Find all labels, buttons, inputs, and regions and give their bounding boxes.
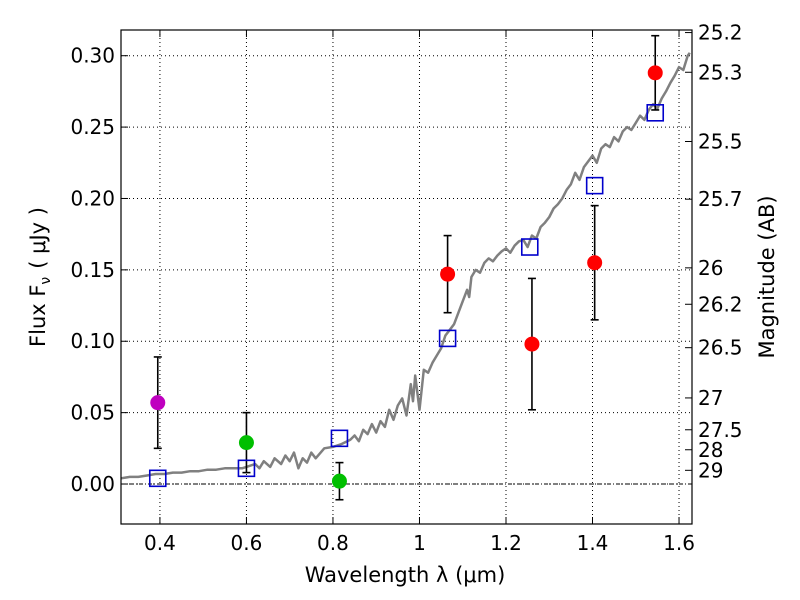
magnitude-tick-label: 27	[698, 386, 723, 410]
observed-point	[440, 266, 456, 282]
x-tick-label: 0.6	[231, 531, 263, 555]
y-axis-label-unit: ( μJy )	[26, 207, 50, 269]
x-tick-label: 1	[413, 531, 426, 555]
x-tick-label: 1.6	[663, 531, 695, 555]
magnitude-tick-label: 29	[698, 458, 723, 482]
y-axis-label-subscript: ν	[38, 277, 54, 285]
observed-photometry	[150, 65, 663, 489]
y-tick-label: 0.00	[70, 472, 115, 496]
y-axis-label: Flux Fν ( μJy )	[26, 207, 54, 347]
model-square	[646, 104, 665, 122]
magnitude-tick-label: 27.5	[698, 418, 743, 442]
observed-point	[647, 65, 663, 81]
model-photometry	[148, 104, 665, 488]
y-tick-label: 0.05	[70, 401, 115, 425]
magnitude-tick-label: 26.2	[698, 292, 743, 316]
x-tick-labels: 0.4 0.6 0.8 1 1.2 1.4 1.6	[144, 531, 695, 555]
x-tick-label: 1.4	[577, 531, 609, 555]
x-tick-label: 0.4	[144, 531, 176, 555]
y-tick-label: 0.25	[70, 115, 115, 139]
error-bars	[153, 34, 660, 501]
magnitude-tick-label: 25.3	[698, 60, 743, 84]
magnitude-tick-label: 25.5	[698, 130, 743, 154]
magnitude-tick-label: 28	[698, 438, 723, 462]
grid	[121, 30, 692, 524]
axis-ticks	[121, 30, 692, 524]
observed-point	[150, 395, 166, 411]
x-tick-label: 0.8	[317, 531, 349, 555]
magnitude-tick-label: 25.7	[698, 187, 743, 211]
template-spectrum-line	[120, 52, 691, 480]
x-tick-label: 1.2	[490, 531, 522, 555]
model-square	[520, 238, 539, 256]
template-spectrum	[120, 52, 691, 480]
y-tick-label: 0.20	[70, 186, 115, 210]
model-square	[330, 429, 349, 448]
model-square	[585, 176, 604, 195]
y-tick-labels: 0.00 0.05 0.10 0.15 0.20 0.25 0.30	[70, 44, 115, 496]
y-tick-label: 0.10	[70, 329, 115, 353]
y-tick-label: 0.30	[70, 44, 115, 68]
magnitude-tick-label: 25.2	[698, 21, 743, 45]
observed-point	[238, 435, 254, 451]
right-axis-label: Magnitude (AB)	[755, 195, 779, 358]
plot-frame	[120, 29, 693, 525]
model-square	[438, 329, 457, 348]
observed-point	[587, 255, 603, 271]
model-square	[148, 469, 167, 488]
observed-point	[331, 473, 347, 489]
y-axis-label-main: Flux F	[26, 285, 50, 347]
magnitude-tick-label: 26.5	[698, 336, 743, 360]
observed-point	[524, 336, 540, 352]
model-square	[237, 459, 256, 478]
x-axis-label: Wavelength λ (μm)	[305, 563, 506, 587]
magnitude-tick-label: 26	[698, 256, 723, 280]
y-tick-label: 0.15	[70, 258, 115, 282]
